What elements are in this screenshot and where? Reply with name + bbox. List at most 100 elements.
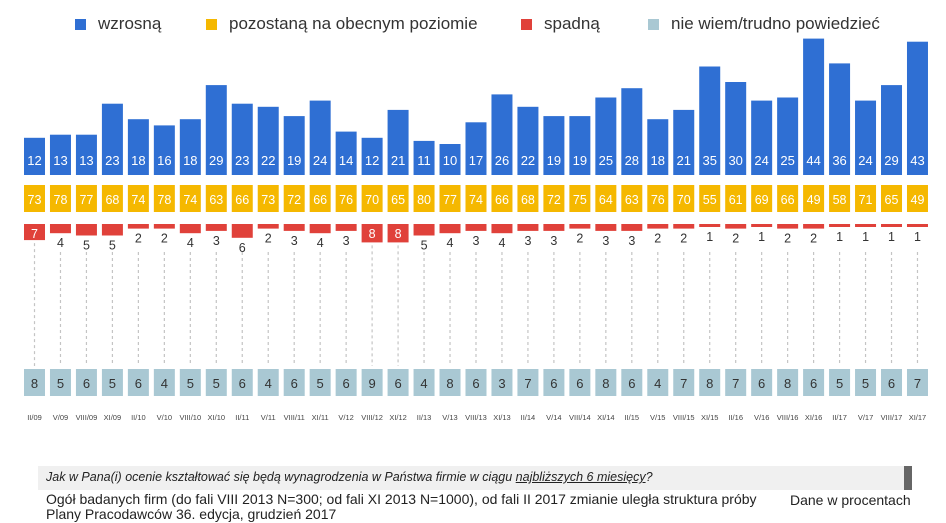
data-label-pozostana: 80 [417,193,431,207]
data-label-nie-wiem: 6 [135,376,142,391]
category-label: II/10 [131,413,146,422]
data-label-pozostana: 78 [157,193,171,207]
data-label-pozostana: 72 [547,193,561,207]
bar-spadna [751,224,773,227]
bar-nie-wiem [621,369,643,396]
data-label-spadna: 2 [576,232,583,246]
data-label-wzrosna: 23 [235,153,249,168]
bar-pozostana [335,185,357,212]
data-label-nie-wiem: 6 [472,376,479,391]
data-label-wzrosna: 19 [573,153,587,168]
data-label-pozostana: 49 [807,193,821,207]
bar-pozostana [647,185,669,212]
data-label-wzrosna: 25 [599,153,613,168]
bar-pozostana [179,185,201,212]
data-label-pozostana: 69 [755,193,769,207]
data-label-spadna: 1 [836,230,843,244]
bar-spadna [673,224,695,229]
data-label-pozostana: 64 [599,193,613,207]
bar-pozostana [361,185,383,212]
data-label-wzrosna: 18 [131,153,145,168]
bar-pozostana [49,185,71,212]
legend-swatch-spadna [521,18,532,30]
data-label-spadna: 3 [602,234,609,248]
bar-spadna [829,224,851,227]
bar-wzrosna [179,119,201,175]
data-label-nie-wiem: 8 [31,376,38,391]
data-label-pozostana: 66 [313,193,327,207]
data-label-pozostana: 77 [79,193,93,207]
bar-nie-wiem [387,369,409,396]
bar-nie-wiem [24,369,45,396]
bar-nie-wiem [491,369,513,396]
bar-nie-wiem [335,369,357,396]
bar-wzrosna [881,85,903,175]
data-label-spadna: 8 [395,227,402,241]
data-label-pozostana: 68 [521,193,535,207]
data-label-spadna: 4 [57,236,64,250]
category-label: VIII/14 [569,413,591,422]
category-label: VIII/15 [673,413,695,422]
data-label-wzrosna: 36 [832,153,846,168]
data-label-spadna: 7 [31,227,38,241]
data-label-spadna: 3 [473,234,480,248]
data-label-pozostana: 76 [339,193,353,207]
legend-swatch-wzrosna [75,18,86,30]
category-label: XI/13 [493,413,511,422]
bar-spadna [699,224,721,227]
bar-spadna [803,224,825,229]
data-label-wzrosna: 25 [780,153,794,168]
bar-spadna [621,224,643,231]
bar-nie-wiem [906,369,928,396]
data-label-pozostana: 58 [833,193,847,207]
data-label-pozostana: 71 [859,193,873,207]
data-label-spadna: 1 [758,230,765,244]
source-note-line-1: Ogół badanych firm (do fali VIII 2013 N=… [46,491,757,507]
bar-spadna [231,224,253,238]
bar-nie-wiem [101,369,123,396]
data-label-nie-wiem: 8 [446,376,453,391]
bar-spadna [777,224,799,229]
data-label-pozostana: 76 [651,193,665,207]
category-label: II/14 [521,413,536,422]
data-label-pozostana: 74 [183,193,197,207]
data-label-spadna: 2 [161,232,168,246]
data-label-pozostana: 78 [54,193,68,207]
data-label-wzrosna: 13 [53,153,67,168]
data-label-pozostana: 66 [235,193,249,207]
category-label: II/15 [625,413,640,422]
data-label-wzrosna: 22 [261,153,275,168]
category-label: II/16 [728,413,743,422]
data-label-pozostana: 77 [443,193,457,207]
bar-wzrosna [855,100,877,175]
data-label-nie-wiem: 5 [57,376,64,391]
data-label-nie-wiem: 7 [680,376,687,391]
bar-nie-wiem [361,369,383,396]
bar-nie-wiem [569,369,591,396]
question-bar-marker [904,466,912,490]
bar-pozostana [751,185,773,212]
bar-wzrosna [361,137,383,175]
bar-wzrosna [673,109,695,175]
bar-spadna [257,224,279,229]
data-label-spadna: 8 [369,227,376,241]
bar-pozostana [231,185,253,212]
legend-swatch-pozostana [206,18,217,30]
data-label-pozostana: 73 [28,193,42,207]
data-label-wzrosna: 28 [625,153,639,168]
data-label-nie-wiem: 5 [213,376,220,391]
question-text-underlined: najbliższych 6 miesięcy [515,470,646,484]
bar-spadna [101,224,123,236]
data-label-wzrosna: 11 [417,153,431,168]
category-label: VIII/09 [76,413,98,422]
bar-spadna [439,224,461,234]
data-label-nie-wiem: 5 [862,376,869,391]
legend-item-nie-wiem: nie wiem/trudno powiedzieć [648,14,880,34]
bar-spadna [725,224,747,229]
bar-spadna [647,224,669,229]
data-label-nie-wiem: 9 [368,376,375,391]
unit-note: Dane w procentach [790,492,911,508]
data-label-pozostana: 63 [209,193,223,207]
data-label-wzrosna: 29 [209,153,223,168]
bar-nie-wiem [881,369,903,396]
